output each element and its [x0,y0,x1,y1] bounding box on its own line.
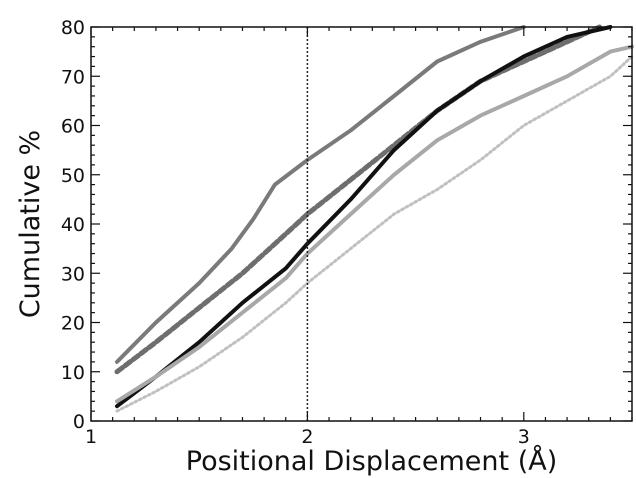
x-tick-label: 3 [518,426,530,448]
y-axis-label: Cumulative % [15,130,46,318]
chart-marks [114,24,634,413]
y-tick-label: 60 [61,116,85,138]
series-line-2 [114,24,602,375]
tick-labels: 0 10 20 30 40 50 60 70 80 1 2 3 [61,17,530,448]
x-tick-label: 1 [85,426,97,448]
y-tick-label: 40 [61,214,85,236]
y-tick-label: 50 [61,165,85,187]
y-tick-label: 20 [61,313,85,335]
y-tick-label: 0 [73,411,85,433]
y-tick-label: 10 [61,362,85,384]
axis-ticks [90,26,633,422]
x-tick-label: 2 [301,426,313,448]
series-line-4 [115,44,634,404]
series-line-1 [115,25,526,364]
y-tick-label: 70 [61,66,85,88]
y-tick-label: 80 [61,17,85,39]
x-axis-label: Positional Displacement (Å) [186,445,558,477]
series-line-5 [115,55,634,413]
y-tick-label: 30 [61,263,85,285]
series-line-3 [115,25,613,409]
